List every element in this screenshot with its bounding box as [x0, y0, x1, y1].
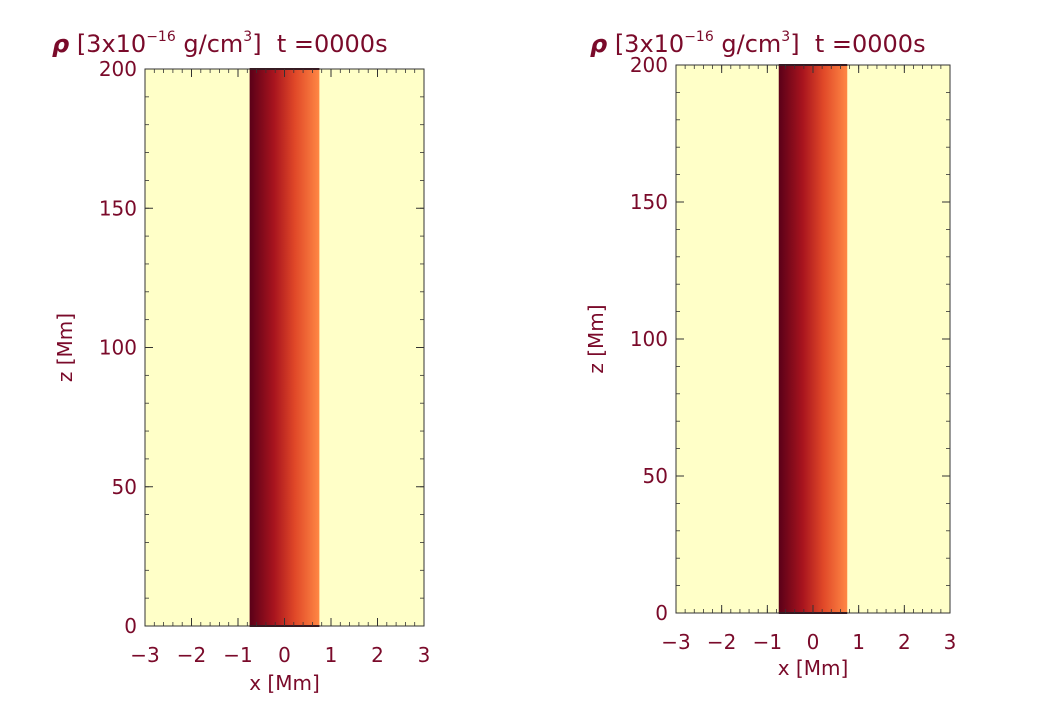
x-tick-label: 0 [278, 643, 291, 667]
density-panel-left: −3 −2 −1 0 1 2 3 0 50 100 150 200 x [Mm] z [Mm] ρ [3x1… [52, 29, 430, 695]
y-tick-label: 200 [99, 57, 137, 81]
x-tick-label: 3 [418, 643, 431, 667]
y-tick-label: 100 [630, 327, 668, 351]
x-tick-label: −2 [707, 630, 736, 654]
x-tick-label: −1 [223, 643, 252, 667]
x-tick-label: 1 [852, 630, 865, 654]
y-tick-label: 150 [630, 190, 668, 214]
x-tick-label: 1 [325, 643, 338, 667]
y-tick-label: 200 [630, 53, 668, 77]
x-tick-label: 2 [898, 630, 911, 654]
y-tick-label: 150 [99, 196, 137, 220]
x-axis-label: x [Mm] [778, 656, 849, 680]
x-tick-label: 3 [944, 630, 957, 654]
chart-title: ρ [3x10−16 g/cm3] t =0000s [590, 29, 926, 58]
x-axis-label: x [Mm] [249, 671, 320, 695]
density-panel-right: −3 −2 −1 0 1 2 3 0 50 100 150 200 x [Mm] z [Mm] ρ [3x1… [584, 29, 956, 680]
y-tick-label: 50 [112, 475, 137, 499]
y-tick-label: 50 [643, 464, 668, 488]
x-tick-label: −1 [753, 630, 782, 654]
chart-title: ρ [3x10−16 g/cm3] t =0000s [52, 29, 388, 58]
y-tick-label: 0 [124, 614, 137, 638]
x-tick-label: −2 [177, 643, 206, 667]
x-tick-label: −3 [661, 630, 690, 654]
dense-tube-region [249, 69, 320, 626]
y-axis-label: z [Mm] [584, 304, 608, 373]
y-tick-label: 0 [655, 601, 668, 625]
x-tick-label: 0 [807, 630, 820, 654]
y-axis-label: z [Mm] [53, 313, 77, 382]
x-tick-label: 2 [371, 643, 384, 667]
x-tick-label: −3 [130, 643, 159, 667]
dense-tube-region [778, 65, 848, 613]
y-tick-label: 100 [99, 336, 137, 360]
